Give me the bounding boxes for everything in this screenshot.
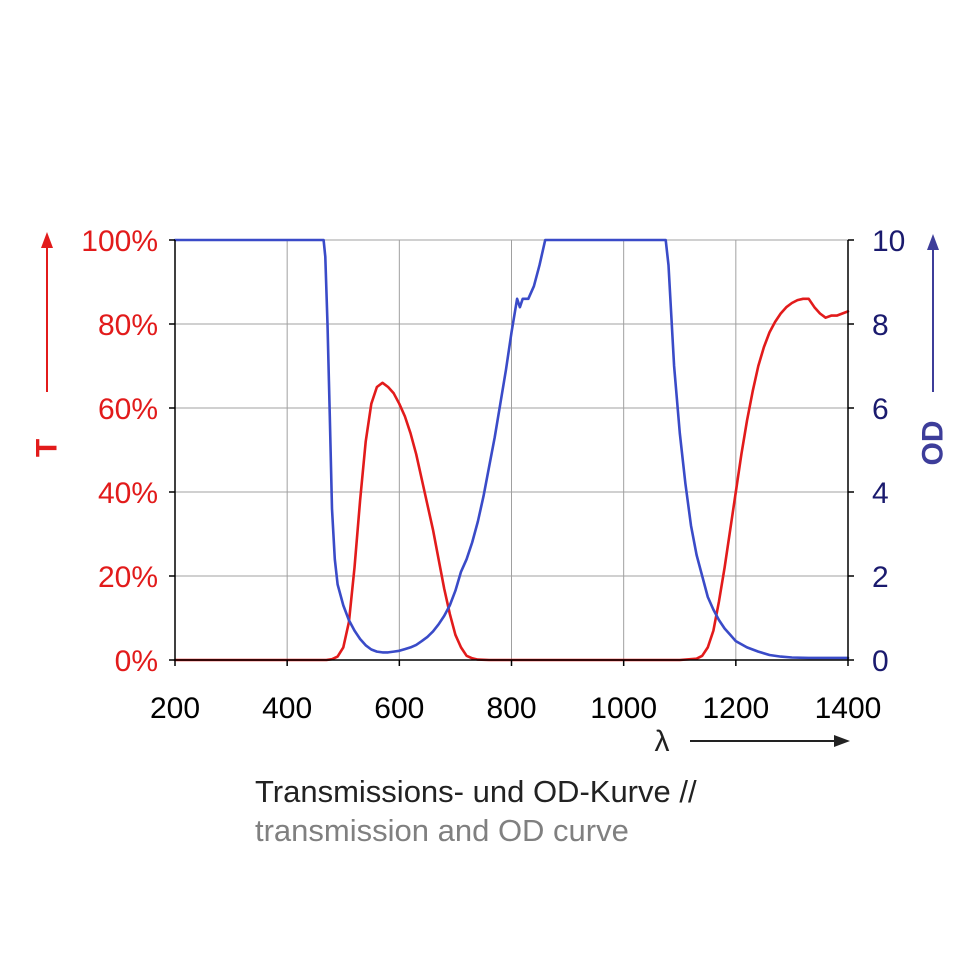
x-tick-label: 1400 [815,692,882,725]
od-curve-line [173,238,850,660]
x-tick-label: 600 [374,692,424,725]
right-axis-title: OD [917,421,950,466]
left-tick-label: 20% [98,561,158,594]
chart-subtitle: transmission and OD curve [255,813,629,848]
left-tick-label: 0% [115,645,158,678]
left-axis-title: T [31,439,64,457]
x-axis-arrow-head [834,735,850,747]
left-tick-label: 100% [81,225,158,258]
axes [169,239,854,666]
left-tick-label: 80% [98,309,158,342]
right-tick-label: 0 [872,645,889,678]
right-tick-label: 4 [872,477,889,510]
left-tick-label: 40% [98,477,158,510]
left-tick-label: 60% [98,393,158,426]
right-tick-label: 6 [872,393,889,426]
right-tick-label: 2 [872,561,889,594]
x-tick-label: 400 [262,692,312,725]
right-tick-label: 10 [872,225,905,258]
x-tick-label: 800 [486,692,536,725]
right-tick-label: 8 [872,309,889,342]
x-tick-label: 1000 [590,692,657,725]
tick-labels: 200 400 600 800 1000 1200 1400 0% 20% 40% 60% 80% 10… [81,225,905,725]
right-axis-arrow-head [927,234,939,250]
chart-title: Transmissions- und OD-Kurve // [255,774,697,809]
x-tick-label: 200 [150,692,200,725]
x-tick-label: 1200 [702,692,769,725]
left-axis-arrow-head [41,232,53,248]
grid [174,239,849,661]
x-axis-title: λ [655,725,670,758]
